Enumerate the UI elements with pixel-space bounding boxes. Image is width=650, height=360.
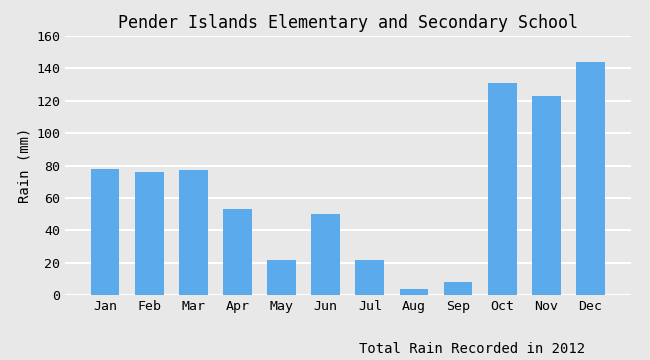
Bar xyxy=(223,209,252,295)
Bar xyxy=(576,62,604,295)
Bar xyxy=(311,214,340,295)
Bar xyxy=(356,260,384,295)
Bar xyxy=(267,260,296,295)
Bar xyxy=(444,282,473,295)
X-axis label: Total Rain Recorded in 2012: Total Rain Recorded in 2012 xyxy=(359,342,585,356)
Bar xyxy=(91,169,120,295)
Bar xyxy=(532,96,561,295)
Bar xyxy=(400,289,428,295)
Title: Pender Islands Elementary and Secondary School: Pender Islands Elementary and Secondary … xyxy=(118,14,578,32)
Y-axis label: Rain (mm): Rain (mm) xyxy=(18,128,32,203)
Bar xyxy=(135,172,164,295)
Bar xyxy=(488,83,517,295)
Bar xyxy=(179,170,207,295)
